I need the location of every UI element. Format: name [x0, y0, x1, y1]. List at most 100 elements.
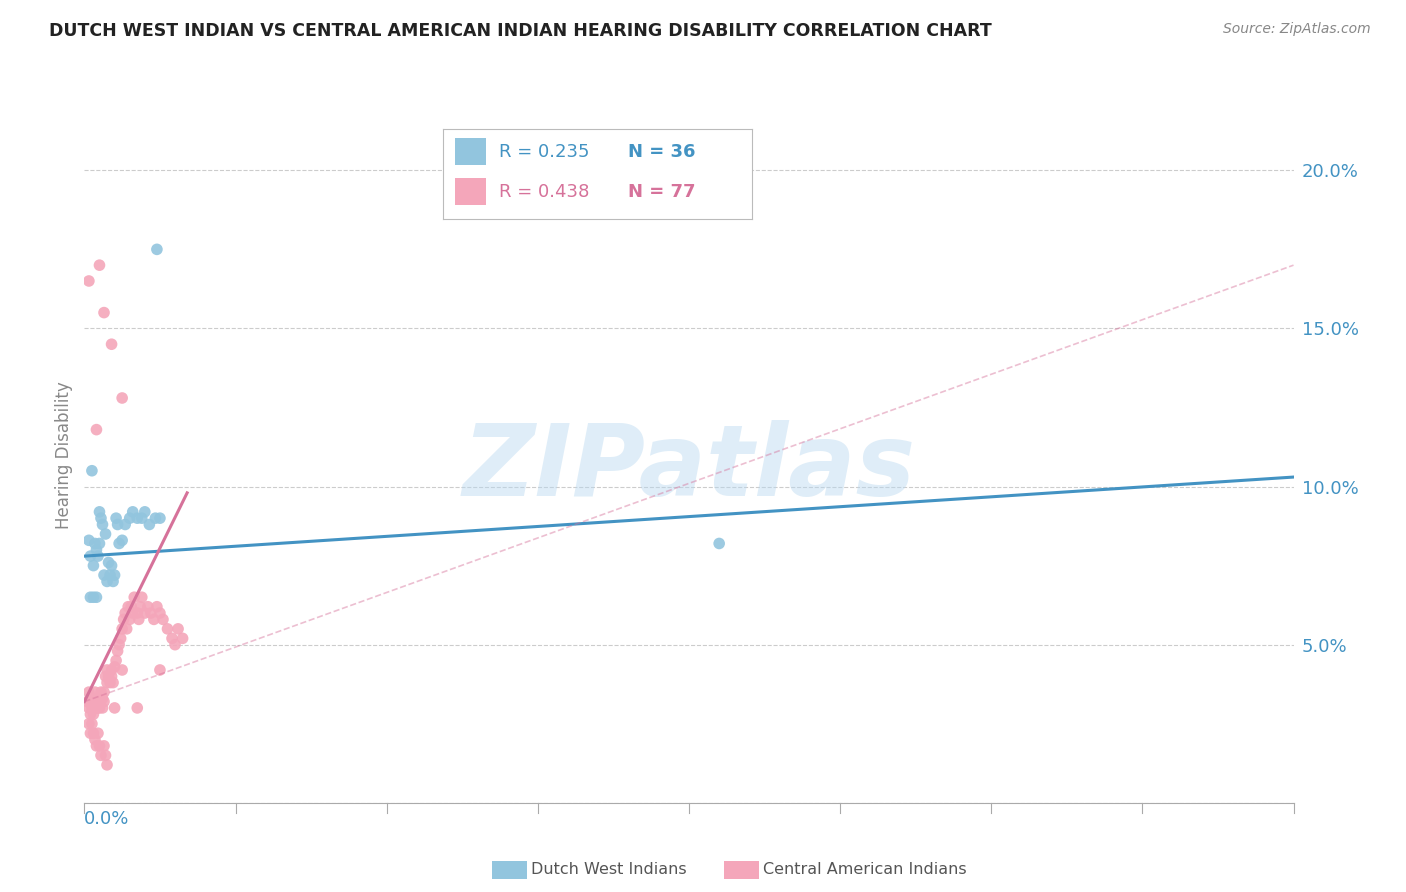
Point	[127, 606, 149, 620]
Point	[86, 701, 108, 715]
Point	[82, 695, 104, 709]
Point	[156, 622, 179, 636]
Point	[87, 695, 110, 709]
Point	[160, 632, 183, 646]
Point	[93, 568, 115, 582]
Point	[105, 511, 128, 525]
Point	[94, 669, 117, 683]
Point	[93, 739, 115, 753]
Point	[97, 669, 120, 683]
Point	[80, 695, 103, 709]
Point	[107, 517, 129, 532]
Point	[131, 511, 153, 525]
Point	[89, 695, 111, 709]
Point	[121, 505, 143, 519]
Point	[127, 511, 149, 525]
Point	[118, 612, 141, 626]
Point	[84, 732, 107, 747]
Point	[117, 599, 139, 614]
Point	[96, 663, 118, 677]
Point	[90, 685, 112, 699]
Point	[77, 533, 100, 548]
Point	[105, 653, 128, 667]
Y-axis label: Hearing Disability: Hearing Disability	[55, 381, 73, 529]
Point	[82, 726, 104, 740]
Point	[100, 337, 122, 351]
Text: Dutch West Indians: Dutch West Indians	[531, 863, 688, 877]
Point	[142, 612, 165, 626]
Point	[101, 574, 124, 589]
Text: 0.0%: 0.0%	[84, 810, 129, 828]
Point	[112, 612, 135, 626]
Point	[709, 536, 731, 550]
Point	[122, 591, 145, 605]
Point	[96, 574, 118, 589]
Point	[101, 675, 124, 690]
Point	[96, 757, 118, 772]
Point	[145, 511, 167, 525]
Point	[79, 591, 101, 605]
Point	[114, 606, 136, 620]
Point	[86, 739, 108, 753]
Point	[120, 599, 142, 614]
Point	[104, 701, 127, 715]
Point	[146, 243, 169, 257]
Point	[89, 258, 111, 272]
Point	[86, 423, 108, 437]
Point	[97, 556, 120, 570]
Point	[110, 632, 132, 646]
Point	[90, 511, 112, 525]
Point	[139, 606, 162, 620]
Point	[172, 632, 194, 646]
Point	[104, 660, 127, 674]
Point	[127, 701, 149, 715]
Point	[129, 599, 152, 614]
Point	[89, 739, 111, 753]
Text: Central American Indians: Central American Indians	[763, 863, 967, 877]
Point	[77, 274, 100, 288]
Point	[89, 536, 111, 550]
Point	[146, 599, 169, 614]
Point	[96, 675, 118, 690]
Point	[98, 675, 121, 690]
Point	[108, 536, 131, 550]
Point	[77, 716, 100, 731]
Point	[111, 391, 134, 405]
Point	[163, 638, 186, 652]
Point	[94, 748, 117, 763]
Point	[107, 644, 129, 658]
Point	[115, 622, 138, 636]
Point	[149, 511, 172, 525]
Point	[79, 707, 101, 722]
Point	[111, 663, 134, 677]
Point	[77, 685, 100, 699]
Point	[93, 685, 115, 699]
Point	[118, 511, 141, 525]
Point	[89, 701, 111, 715]
Point	[80, 701, 103, 715]
Point	[152, 612, 174, 626]
Point	[114, 517, 136, 532]
Point	[104, 568, 127, 582]
Point	[138, 517, 160, 532]
Bar	[456, 178, 486, 205]
Text: N = 36: N = 36	[628, 143, 696, 161]
Point	[94, 527, 117, 541]
Point	[80, 464, 103, 478]
Point	[82, 707, 104, 722]
Point	[134, 606, 156, 620]
Point	[111, 622, 134, 636]
Point	[90, 748, 112, 763]
Point	[100, 663, 122, 677]
Bar	[456, 138, 486, 165]
Text: ZIPatlas: ZIPatlas	[463, 420, 915, 517]
Point	[87, 726, 110, 740]
Point	[79, 726, 101, 740]
Point	[91, 517, 114, 532]
Point	[84, 685, 107, 699]
Point	[128, 612, 150, 626]
Point	[86, 542, 108, 557]
Point	[86, 591, 108, 605]
Text: R = 0.235: R = 0.235	[499, 143, 589, 161]
Point	[84, 536, 107, 550]
